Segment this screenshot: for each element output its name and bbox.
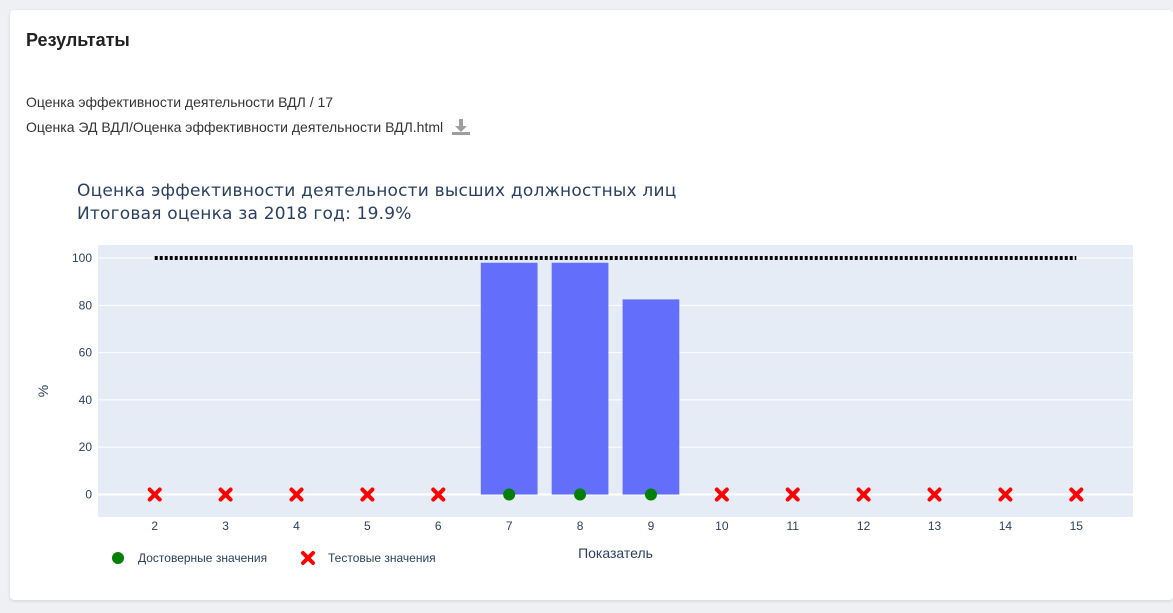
plot-area [98, 245, 1133, 517]
valid-marker [574, 488, 587, 501]
y-tick-label: 0 [85, 488, 92, 502]
bar [622, 299, 680, 495]
report-file-name: Оценка ЭД ВДЛ/Оценка эффективности деяте… [26, 119, 444, 135]
y-tick-label: 100 [72, 251, 92, 265]
test-marker [998, 487, 1013, 502]
report-file-row: Оценка ЭД ВДЛ/Оценка эффективности деяте… [26, 118, 471, 136]
x-tick-label: 9 [648, 519, 655, 533]
test-marker [147, 487, 162, 502]
test-marker [785, 487, 800, 502]
x-tick-label: 10 [715, 519, 729, 533]
y-tick-label: 60 [79, 346, 93, 360]
y-tick-label: 40 [79, 393, 93, 407]
report-name: Оценка эффективности деятельности ВДЛ / … [26, 94, 334, 110]
legend-test-label: Тестовые значения [328, 551, 436, 565]
x-tick-label: 6 [435, 519, 442, 533]
y-axis-label: % [35, 385, 51, 397]
x-tick-label: 14 [999, 519, 1013, 533]
test-marker [360, 487, 375, 502]
chart-subtitle: Итоговая оценка за 2018 год: 19.9% [77, 204, 412, 224]
test-marker [218, 487, 233, 502]
valid-marker [644, 488, 657, 501]
bar [551, 262, 609, 495]
x-tick-label: 5 [364, 519, 371, 533]
valid-marker [503, 488, 516, 501]
x-tick-label: 8 [577, 519, 584, 533]
x-tick-label: 3 [222, 519, 229, 533]
x-tick-label: 15 [1070, 519, 1084, 533]
card-title: Результаты [26, 30, 130, 50]
test-marker [1069, 487, 1084, 502]
x-tick-label: 11 [786, 519, 799, 533]
bar [480, 262, 538, 495]
legend-item-valid: Достоверные значения [112, 551, 267, 565]
test-marker [856, 487, 871, 502]
test-marker [289, 487, 304, 502]
x-tick-label: 4 [293, 519, 300, 533]
x-tick-label: 12 [857, 519, 871, 533]
x-tick-label: 13 [928, 519, 942, 533]
y-tick-label: 80 [79, 298, 93, 312]
test-marker [927, 487, 942, 502]
legend-item-test: Тестовые значения [301, 551, 436, 565]
legend-test-marker [301, 551, 315, 565]
download-icon[interactable] [451, 118, 471, 136]
x-tick-label: 7 [506, 519, 513, 533]
x-axis-label: Показатель [578, 545, 653, 561]
y-tick-label: 20 [79, 440, 93, 454]
legend-valid-marker [112, 552, 124, 564]
test-marker [431, 487, 446, 502]
chart-title: Оценка эффективности деятельности высших… [77, 181, 677, 201]
x-tick-label: 2 [151, 519, 158, 533]
test-marker [714, 487, 729, 502]
legend-valid-label: Достоверные значения [138, 551, 267, 565]
